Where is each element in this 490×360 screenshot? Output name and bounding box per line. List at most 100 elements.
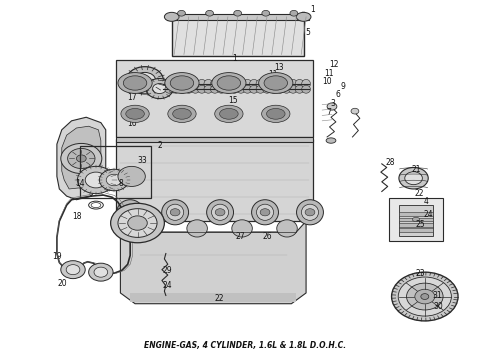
Ellipse shape [289,85,297,93]
Text: 5: 5 [305,28,310,37]
Ellipse shape [172,85,180,93]
Ellipse shape [165,73,199,93]
Circle shape [415,289,435,304]
Circle shape [94,267,108,277]
Circle shape [421,294,429,300]
Text: 1: 1 [310,5,315,14]
Bar [399,218,433,221]
Ellipse shape [256,204,273,220]
Text: 15: 15 [228,96,238,105]
Text: 4: 4 [423,197,428,206]
Ellipse shape [217,76,241,90]
Bar [399,228,433,232]
Text: 11: 11 [269,70,278,79]
Text: 12: 12 [329,60,339,69]
Circle shape [398,277,451,316]
Bar [399,205,433,235]
Ellipse shape [264,76,288,90]
Text: 2: 2 [157,141,162,150]
Bar [399,212,433,216]
Ellipse shape [275,85,284,93]
Circle shape [118,209,157,237]
Text: ENGINE-GAS, 4 CYLINDER, 1.6L & 1.8L D.O.H.C.: ENGINE-GAS, 4 CYLINDER, 1.6L & 1.8L D.O.… [144,341,346,350]
Ellipse shape [212,73,246,93]
Ellipse shape [126,108,145,119]
Circle shape [134,72,156,88]
Ellipse shape [168,105,196,122]
Text: 18: 18 [72,212,82,221]
Circle shape [170,209,180,216]
Text: 9: 9 [340,82,345,91]
Ellipse shape [289,80,297,88]
Ellipse shape [170,76,194,90]
Ellipse shape [263,85,271,93]
Ellipse shape [167,204,184,220]
Text: 17: 17 [127,93,136,102]
Ellipse shape [223,85,232,93]
Ellipse shape [295,80,304,88]
Ellipse shape [232,220,252,237]
Circle shape [61,261,85,279]
Text: 24: 24 [423,210,433,219]
Text: 19: 19 [52,252,62,261]
Ellipse shape [118,73,152,93]
Circle shape [111,203,164,243]
Ellipse shape [220,108,238,119]
Ellipse shape [413,217,419,222]
Ellipse shape [217,80,226,88]
Ellipse shape [269,85,278,93]
Ellipse shape [178,80,187,88]
Ellipse shape [275,80,284,88]
Ellipse shape [172,80,180,88]
Text: 16: 16 [127,119,136,128]
Circle shape [118,166,146,186]
Ellipse shape [301,204,319,220]
Bar [116,137,314,142]
Circle shape [68,148,95,168]
Text: 24: 24 [162,281,171,290]
Text: 14: 14 [75,179,85,188]
Ellipse shape [262,105,290,122]
Text: 28: 28 [386,158,395,167]
Ellipse shape [267,108,285,119]
Circle shape [126,67,163,94]
Circle shape [305,209,315,216]
Ellipse shape [197,85,206,93]
Ellipse shape [326,138,336,143]
Ellipse shape [251,200,278,225]
Ellipse shape [295,85,304,93]
Text: 22: 22 [214,294,224,303]
Bar [167,14,309,21]
Ellipse shape [204,80,213,88]
Text: 10: 10 [322,77,332,86]
Circle shape [125,209,135,216]
Ellipse shape [259,73,293,93]
Circle shape [234,10,242,16]
Circle shape [177,10,185,16]
Ellipse shape [269,80,278,88]
Ellipse shape [282,80,291,88]
Ellipse shape [211,85,219,93]
Circle shape [77,166,115,194]
Ellipse shape [211,80,219,88]
Ellipse shape [263,80,271,88]
Circle shape [399,167,428,189]
Text: 1: 1 [232,54,237,63]
Ellipse shape [217,85,226,93]
Ellipse shape [215,105,243,122]
Circle shape [61,143,102,174]
Ellipse shape [165,80,173,88]
Ellipse shape [296,200,323,225]
Ellipse shape [204,85,213,93]
Circle shape [215,209,225,216]
Circle shape [99,169,129,191]
Circle shape [290,10,298,16]
Text: 23: 23 [415,269,425,278]
Circle shape [351,108,359,114]
Text: 22: 22 [414,189,424,198]
Ellipse shape [249,85,258,93]
Text: 21: 21 [411,165,421,174]
Text: 29: 29 [162,266,171,275]
Bar [130,293,296,302]
Ellipse shape [302,80,311,88]
